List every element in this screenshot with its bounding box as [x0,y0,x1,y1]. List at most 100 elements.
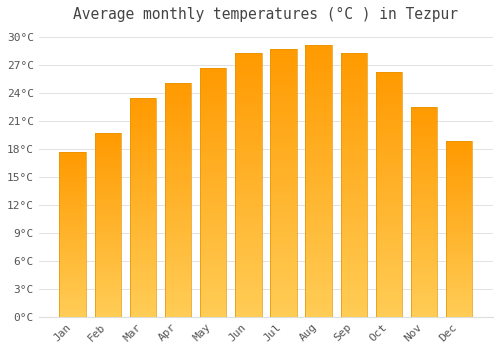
Bar [165,146,191,149]
Bar [340,137,367,141]
Bar [411,208,438,212]
Bar [306,131,332,136]
Bar [94,314,121,317]
Bar [94,167,121,170]
Bar [340,220,367,225]
Bar [200,131,226,135]
Bar [376,76,402,80]
Bar [94,197,121,200]
Bar [376,304,402,309]
Bar [200,304,226,308]
Bar [165,254,191,258]
Bar [94,283,121,286]
Bar [94,228,121,231]
Bar [94,182,121,185]
Bar [446,226,472,229]
Bar [200,180,226,184]
Bar [130,313,156,317]
Bar [165,99,191,103]
Bar [306,68,332,72]
Bar [60,281,86,284]
Bar [200,275,226,280]
Bar [130,215,156,218]
Bar [94,289,121,292]
Bar [165,231,191,235]
Bar [306,208,332,213]
Bar [130,156,156,160]
Bar [411,173,438,177]
Bar [306,262,332,267]
Bar [60,223,86,226]
Bar [270,250,296,254]
Bar [340,102,367,106]
Bar [411,163,438,166]
Bar [340,194,367,198]
Bar [200,313,226,317]
Bar [60,273,86,275]
Bar [446,194,472,197]
Bar [60,196,86,198]
Bar [130,255,156,259]
Bar [60,231,86,234]
Bar [306,45,332,50]
Bar [411,261,438,264]
Bar [411,170,438,173]
Bar [200,213,226,217]
Bar [60,265,86,267]
Bar [165,286,191,289]
Bar [340,89,367,93]
Bar [376,235,402,239]
Bar [235,119,262,124]
Bar [235,313,262,317]
Bar [60,198,86,201]
Bar [200,135,226,139]
Bar [235,207,262,211]
Bar [340,290,367,295]
Bar [165,122,191,126]
Bar [270,312,296,317]
Bar [165,181,191,184]
Bar [130,135,156,138]
Bar [200,139,226,143]
Bar [130,291,156,295]
Bar [130,164,156,167]
Bar [270,156,296,160]
Bar [306,290,332,294]
Bar [94,185,121,188]
Bar [94,194,121,197]
Bar [270,281,296,286]
Bar [411,194,438,198]
Bar [130,127,156,131]
Bar [270,263,296,268]
Bar [165,91,191,95]
Bar [306,204,332,208]
Bar [94,277,121,280]
Bar [94,191,121,194]
Bar [446,290,472,293]
Bar [165,118,191,122]
Bar [306,167,332,172]
Bar [60,306,86,309]
Bar [306,281,332,285]
Bar [130,171,156,175]
Bar [340,71,367,75]
Bar [235,256,262,260]
Bar [130,262,156,266]
Bar [130,167,156,171]
Bar [130,270,156,273]
Bar [340,273,367,277]
Bar [130,149,156,153]
Bar [340,181,367,185]
Bar [411,271,438,275]
Bar [376,247,402,252]
Bar [130,193,156,197]
Bar [165,247,191,251]
Bar [411,180,438,184]
Bar [376,170,402,174]
Bar [340,308,367,313]
Bar [130,211,156,215]
Bar [130,277,156,280]
Bar [60,179,86,182]
Bar [200,114,226,118]
Bar [165,216,191,219]
